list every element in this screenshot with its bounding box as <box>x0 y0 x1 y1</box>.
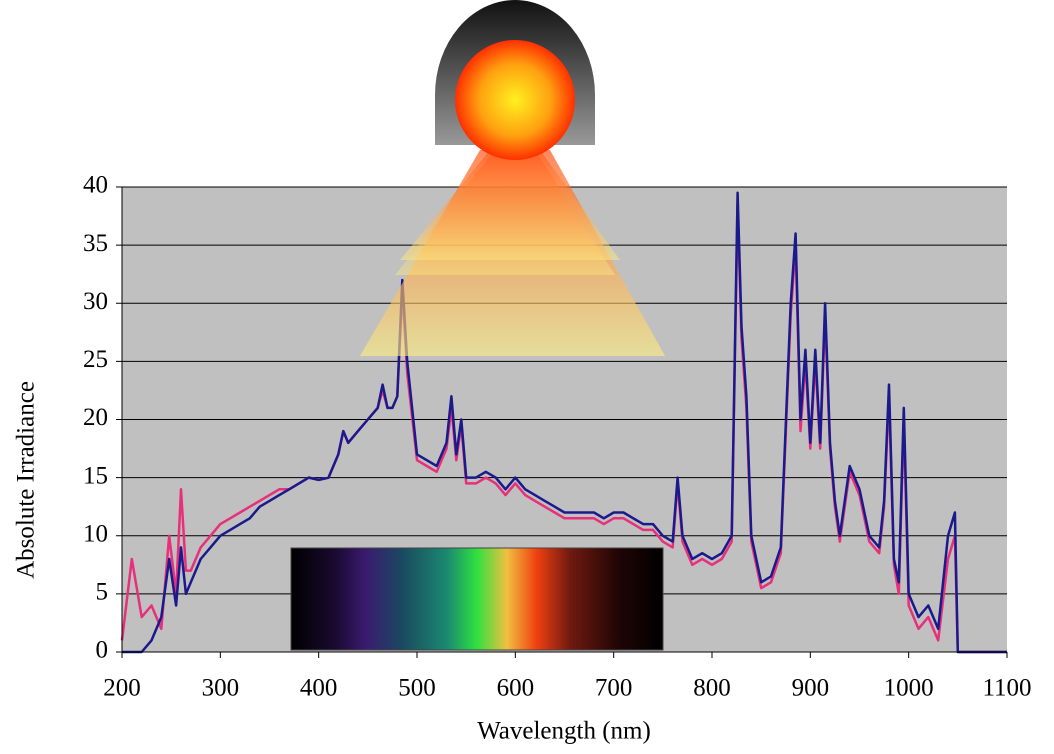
y-tick-label: 35 <box>83 230 108 257</box>
y-tick-label: 0 <box>96 637 109 664</box>
x-axis-title: Wavelength (nm) <box>477 718 651 745</box>
series-line <box>122 191 1007 654</box>
x-tick-label: 800 <box>693 675 731 702</box>
x-tick-label: 600 <box>497 675 535 702</box>
y-tick-label: 20 <box>83 404 108 431</box>
y-tick-label: 30 <box>83 288 108 315</box>
x-tick-label: 200 <box>103 675 141 702</box>
light-ray <box>395 150 615 275</box>
y-tick-label: 15 <box>83 462 108 489</box>
illustration <box>290 0 665 651</box>
y-tick-label: 5 <box>96 579 109 606</box>
y-tick-label: 10 <box>83 520 108 547</box>
y-tick-label: 40 <box>83 172 108 199</box>
lamp-bulb <box>455 40 575 160</box>
x-tick-label: 400 <box>300 675 338 702</box>
x-tick-label: 300 <box>202 675 240 702</box>
x-tick-label: 900 <box>792 675 830 702</box>
x-tick-label: 1000 <box>884 675 934 702</box>
x-tick-label: 700 <box>595 675 633 702</box>
y-axis-title: Absolute Irradiance <box>13 381 40 579</box>
x-tick-label: 500 <box>398 675 436 702</box>
spectrum-bar <box>290 547 664 651</box>
x-tick-label: 1100 <box>982 675 1031 702</box>
y-tick-label: 25 <box>83 346 108 373</box>
